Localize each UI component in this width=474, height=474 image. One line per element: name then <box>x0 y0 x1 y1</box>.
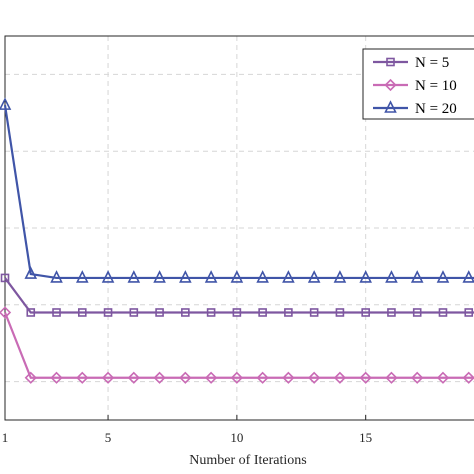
data-point <box>232 308 242 317</box>
data-point <box>103 308 113 317</box>
legend-item: N = 20 <box>373 100 457 117</box>
data-point <box>256 270 269 283</box>
legend-marker <box>384 78 397 92</box>
data-point <box>127 371 140 384</box>
x-tick-label: 5 <box>105 430 112 445</box>
data-point <box>282 371 295 384</box>
data-point <box>436 371 450 384</box>
data-point <box>179 270 192 283</box>
data-point <box>410 270 424 283</box>
data-point <box>77 308 87 317</box>
data-point <box>101 371 115 384</box>
data-point <box>385 270 398 283</box>
data-point <box>359 270 372 283</box>
data-point <box>155 308 164 317</box>
x-tick-label: 15 <box>359 430 372 445</box>
x-axis-label: Number of Iterations <box>189 453 306 468</box>
x-tick-label: 1 <box>2 430 9 445</box>
series-3 <box>0 97 474 283</box>
x-axis-ticks: 1 5 10 15 <box>2 415 372 445</box>
data-point <box>24 371 37 384</box>
data-point <box>75 270 89 283</box>
series-1 <box>0 273 474 317</box>
data-point <box>438 308 448 317</box>
data-point <box>24 266 38 279</box>
data-point <box>387 308 396 317</box>
data-point <box>307 270 321 283</box>
data-point <box>179 371 192 384</box>
legend-label: N = 5 <box>415 55 449 71</box>
data-point <box>127 270 141 283</box>
data-point <box>333 270 347 283</box>
data-point <box>230 270 244 283</box>
data-point <box>256 371 269 384</box>
data-point <box>436 270 450 283</box>
data-point <box>0 306 12 319</box>
data-point <box>412 308 422 317</box>
data-point <box>206 308 216 317</box>
data-point <box>335 308 345 317</box>
legend-marker <box>386 57 395 67</box>
data-point <box>181 308 190 317</box>
data-point <box>258 308 267 317</box>
data-point <box>204 371 218 384</box>
data-point <box>50 270 63 283</box>
data-point <box>361 308 370 317</box>
data-point <box>333 371 347 384</box>
data-point <box>282 270 295 283</box>
data-point <box>129 308 139 317</box>
data-point <box>26 308 36 317</box>
data-point <box>309 308 319 317</box>
plot-area-frame <box>4 35 474 421</box>
series-line <box>3 104 474 280</box>
data-point <box>101 270 115 283</box>
legend-label: N = 20 <box>415 101 457 117</box>
data-point <box>359 371 372 384</box>
data-point <box>52 308 61 317</box>
data-point <box>464 308 474 317</box>
data-point <box>411 371 424 384</box>
series-line <box>4 277 474 314</box>
data-point <box>462 270 474 283</box>
legend-item: N = 5 <box>373 55 449 71</box>
data-point <box>385 371 398 384</box>
series-line <box>3 312 474 379</box>
data-point <box>308 371 321 384</box>
data-point <box>76 371 89 384</box>
data-point <box>230 371 243 384</box>
legend: N = 5 N = 10 N = 20 <box>362 48 474 120</box>
data-point <box>462 371 474 384</box>
x-tick-label: 10 <box>230 430 243 445</box>
legend-item: N = 10 <box>373 78 457 94</box>
data-point <box>0 273 10 283</box>
data-point <box>153 270 166 283</box>
legend-label: N = 10 <box>415 78 457 94</box>
data-point <box>204 270 218 283</box>
data-point <box>0 97 12 110</box>
data-point <box>153 371 166 384</box>
series-layer <box>0 97 474 384</box>
data-point <box>50 371 63 384</box>
data-point <box>284 308 293 317</box>
legend-marker <box>384 100 397 113</box>
series-2 <box>0 306 474 384</box>
